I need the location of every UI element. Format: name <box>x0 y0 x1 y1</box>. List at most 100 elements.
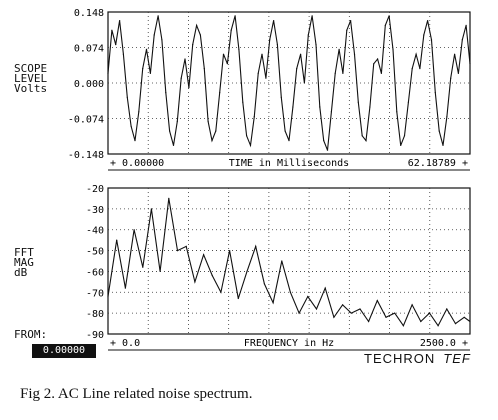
scope-data-point <box>296 68 298 70</box>
fft-data-point <box>428 312 431 314</box>
scope-data-point <box>334 72 336 74</box>
scope-data-point <box>330 111 332 113</box>
scope-data-point <box>153 34 155 36</box>
fft-data-point <box>376 300 378 302</box>
scope-data-point <box>423 34 425 36</box>
fft-data-point <box>385 316 387 318</box>
scope-data-point <box>169 130 171 132</box>
scope-data-point <box>273 20 275 22</box>
fft-ylabel: FFT MAG dB <box>14 246 34 279</box>
scope-data-point <box>238 48 240 51</box>
scope-data-point <box>450 77 452 79</box>
scope-x-end-label: 62.18789 + <box>408 158 468 169</box>
scope-data-point <box>184 58 186 60</box>
scope-data-point <box>303 82 305 84</box>
fft-data-point <box>107 295 109 298</box>
fft-data-point <box>168 197 170 199</box>
scope-data-point <box>326 149 329 151</box>
scope-data-point <box>149 72 151 74</box>
scope-data-point <box>357 101 359 103</box>
scope-data-point <box>396 111 398 113</box>
fft-data-point <box>350 312 352 314</box>
scope-data-point <box>369 106 371 108</box>
fft-x-start-label: + 0.0 <box>110 338 140 349</box>
scope-data-point <box>222 53 225 55</box>
scope-data-point <box>446 116 448 118</box>
scope-data-point <box>176 120 178 122</box>
fft-data-point <box>359 308 361 310</box>
scope-data-point <box>392 48 394 51</box>
scope-data-point <box>276 44 278 46</box>
fft-plot: -20 -30 -40 -50 -60 -70 -80 -90 + 0.0 FREQUENCY i… <box>86 184 471 351</box>
brand: TECHRON TEF <box>364 351 471 366</box>
scope-data-point <box>246 135 248 137</box>
scope-data-point <box>203 68 205 70</box>
scope-data-point <box>361 135 363 137</box>
scope-data-point <box>165 92 167 94</box>
fft-data-point <box>150 208 152 210</box>
scope-data-point <box>219 92 221 94</box>
scope-data-point <box>265 77 267 79</box>
scope-data-point <box>115 44 117 46</box>
fft-data-point <box>246 270 248 272</box>
scope-data-point <box>130 125 132 127</box>
scope-ytick-label: -0.148 <box>68 150 104 161</box>
scope-data-point <box>461 39 463 41</box>
scope-plot: 0.148 0.074 0.000 -0.074 -0.148 + 0.00000 TIME… <box>68 8 471 171</box>
scope-data-point <box>311 15 313 17</box>
brand-mark: TEF <box>443 351 471 366</box>
scope-data-point <box>350 20 352 22</box>
scope-data-point <box>442 144 444 146</box>
fft-x-end-label: 2500.0 + <box>420 338 468 349</box>
scope-data-point <box>365 140 367 142</box>
fft-data-point <box>159 270 161 272</box>
scope-data-point <box>407 101 409 103</box>
scope-data-point <box>411 68 413 70</box>
scope-data-point <box>172 144 175 146</box>
scope-data-point <box>469 63 471 65</box>
fft-data-point <box>298 312 300 314</box>
fft-data-point <box>211 275 213 277</box>
fft-data-point <box>194 281 196 283</box>
fft-data-point <box>420 320 422 323</box>
fft-data-point <box>324 287 326 289</box>
fft-data-point <box>176 250 179 252</box>
scope-data-point <box>134 140 136 142</box>
fft-data-point <box>185 245 187 247</box>
fft-data-point <box>446 308 448 310</box>
fft-ytick-label: -90 <box>86 330 104 341</box>
fft-data-point <box>237 297 239 300</box>
scope-data-point <box>261 53 263 55</box>
fft-data-point <box>289 291 291 293</box>
fft-data-point <box>437 325 439 327</box>
scope-data-point <box>284 130 286 132</box>
scope-data-point <box>242 101 244 103</box>
fft-data-point <box>463 316 465 318</box>
fft-data-point <box>411 304 413 306</box>
scope-data-point <box>400 144 402 146</box>
fft-data-point <box>133 229 135 231</box>
from-value-badge: 0.00000 <box>32 344 96 358</box>
fft-data-point <box>402 325 404 327</box>
scope-data-point <box>269 39 271 41</box>
fft-ytick-label: -60 <box>86 267 104 278</box>
scope-data-point <box>230 29 232 31</box>
scope-data-point <box>161 39 163 41</box>
fft-data-point <box>454 323 457 325</box>
scope-data-point <box>377 58 379 60</box>
fft-data-point <box>272 302 274 304</box>
fft-data-point <box>220 291 222 293</box>
scope-data-point <box>107 72 109 74</box>
scope-ytick-label: 0.074 <box>74 44 104 55</box>
fft-ytick-label: -30 <box>86 205 104 216</box>
scope-data-point <box>111 29 113 31</box>
fft-data-point <box>203 254 205 256</box>
scope-data-point <box>292 106 294 108</box>
fft-data-point <box>124 287 126 289</box>
scope-data-point <box>403 135 406 137</box>
scope-ytick-label: 0.148 <box>74 8 104 19</box>
fft-data-point <box>116 239 118 241</box>
scope-data-point <box>315 44 317 46</box>
scope-data-point <box>430 39 433 41</box>
